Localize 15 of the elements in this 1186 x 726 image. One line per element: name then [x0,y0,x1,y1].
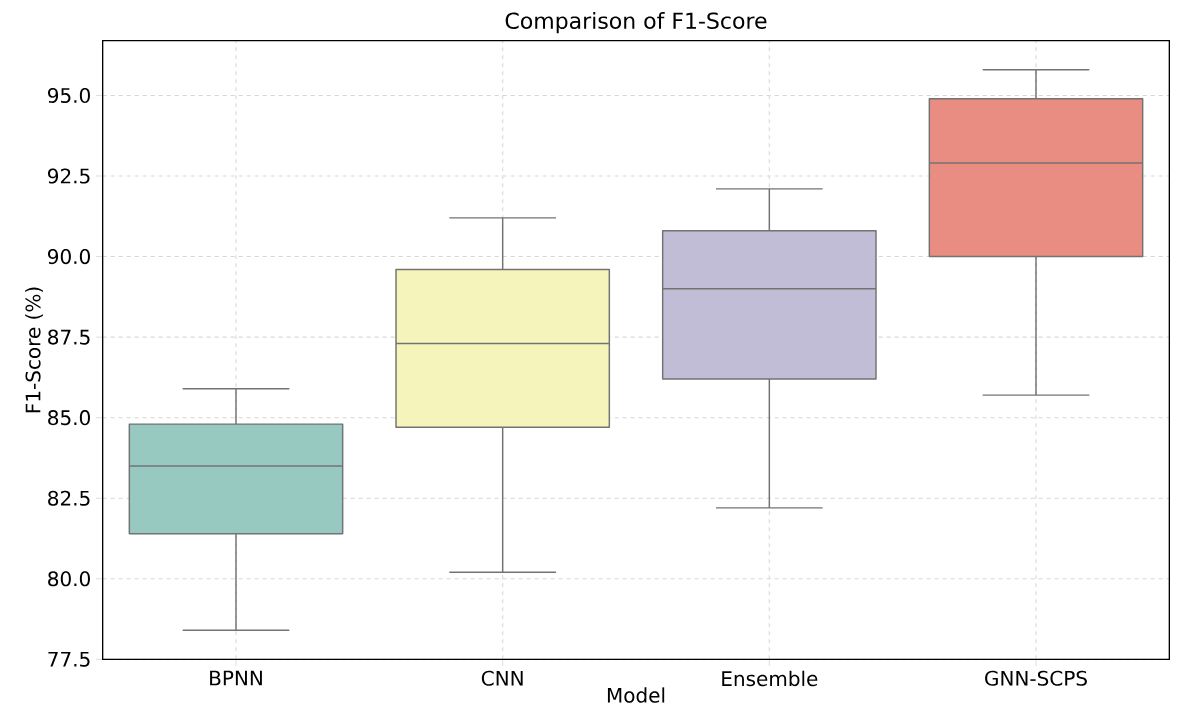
x-tick-label: BPNN [210,670,262,686]
y-axis-title: F1-Score (%) [25,287,43,413]
y-tick-label: 77.5 [48,651,90,667]
y-tick-label: 95.0 [48,87,90,104]
x-tick-label: CNN [481,670,523,686]
x-tick-label: Ensemble [722,670,818,687]
y-tick-label: 87.5 [48,329,90,345]
y-tick-label: 92.5 [48,168,90,184]
y-tick-label: 85.0 [48,410,90,426]
y-tick-label: 82.5 [48,490,90,506]
y-tick-label: 80.0 [48,571,90,587]
chart-title: Comparison of F1-Score [505,12,767,34]
x-tick-label: GNN-SCPS [985,670,1087,686]
y-tick-label: 90.0 [48,248,90,265]
x-axis-title: Model [607,687,665,703]
